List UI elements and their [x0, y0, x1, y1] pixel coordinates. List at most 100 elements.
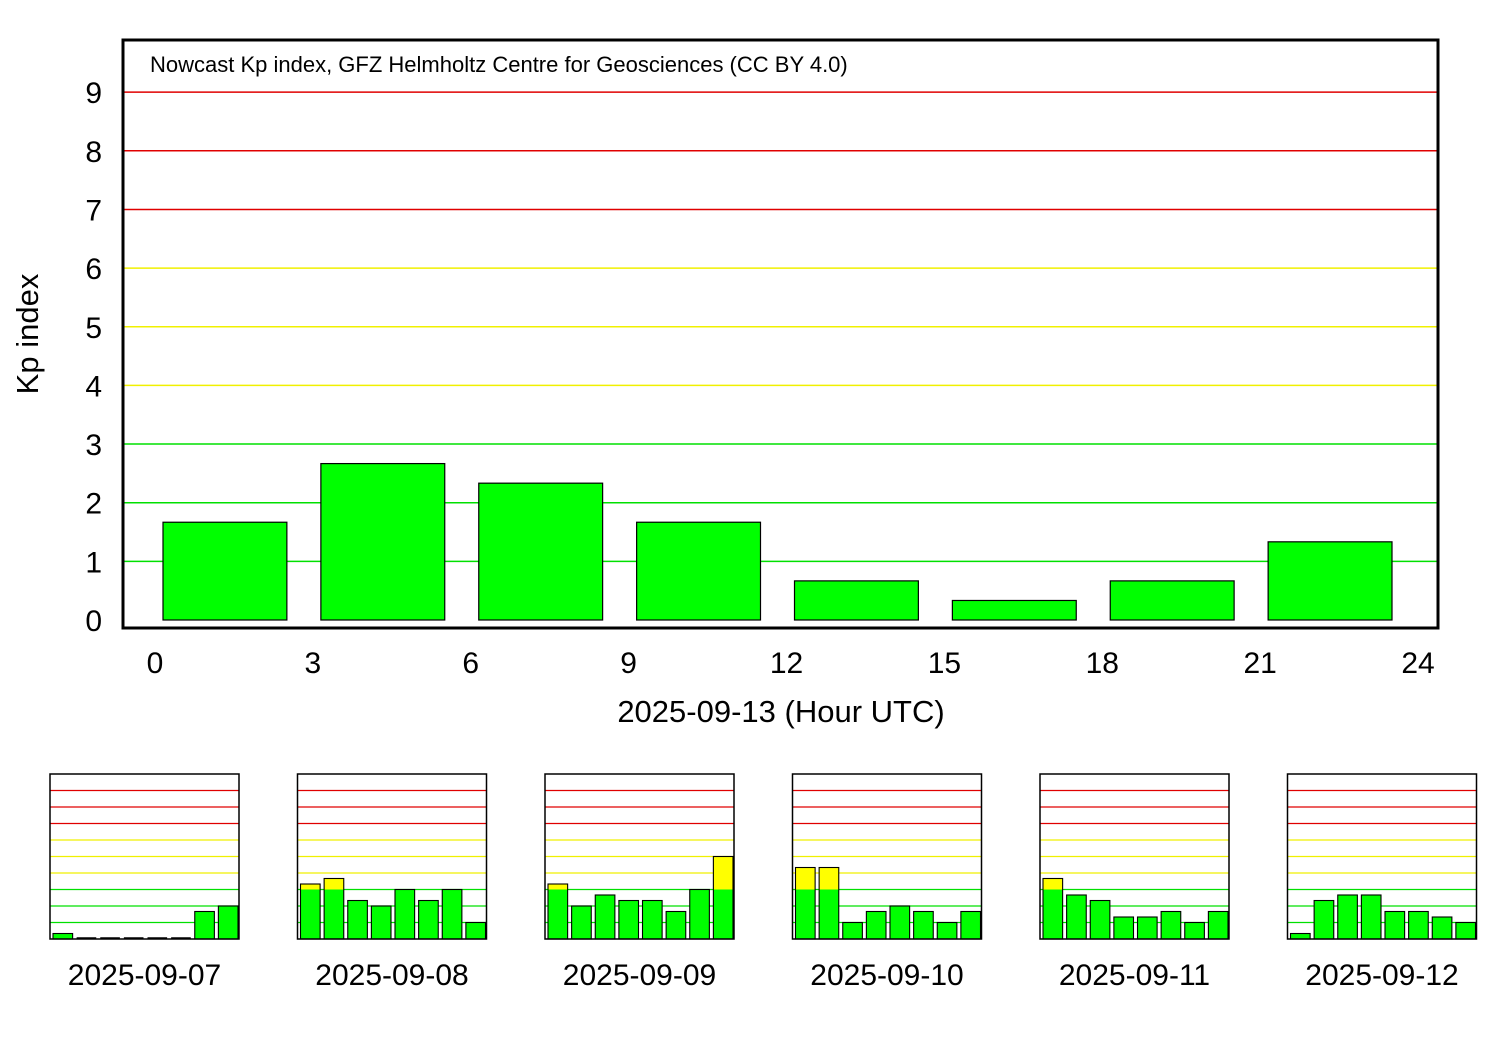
mini-bar-9h	[618, 899, 640, 940]
mini-date-label: 2025-09-10	[810, 959, 963, 992]
y-tick-label-8: 8	[85, 136, 102, 169]
x-tick-label-15: 15	[928, 647, 961, 680]
mini-bar-18h	[441, 888, 463, 940]
mini-bar-6h	[347, 899, 368, 940]
mini-bar-21h	[1207, 910, 1229, 940]
mini-bar-21h	[217, 905, 239, 940]
mini-bar-6h	[594, 894, 616, 940]
mini-bar-21h	[1455, 921, 1477, 940]
x-tick-label-0: 0	[147, 647, 164, 680]
mini-bar-9h	[370, 905, 392, 940]
mini-frame	[296, 773, 488, 940]
mini-bar-3h	[323, 877, 345, 940]
y-tick-label-9: 9	[85, 77, 102, 110]
mini-bar-0h	[52, 932, 74, 940]
x-tick-label-21: 21	[1243, 647, 1276, 680]
mini-bar-15h	[418, 899, 439, 940]
mini-bar-9h	[1113, 916, 1135, 940]
mini-bar-15h	[1160, 910, 1182, 940]
y-tick-label-1: 1	[85, 546, 102, 579]
y-tick-label-2: 2	[85, 488, 102, 521]
mini-bar-0h	[1289, 932, 1311, 940]
kp-bar-21-24	[1267, 541, 1393, 621]
mini-bar-3h	[1313, 899, 1335, 940]
y-axis-label: Kp index	[10, 273, 45, 394]
kp-bar-0-3	[162, 521, 288, 621]
x-axis-label: 2025-09-13 (Hour UTC)	[617, 694, 944, 729]
y-tick-label-3: 3	[85, 429, 102, 462]
main-plot-frame	[121, 38, 1440, 630]
mini-date-label: 2025-09-09	[563, 959, 716, 992]
kp-bar-12-15	[793, 580, 919, 621]
y-tick-label-0: 0	[85, 605, 102, 638]
mini-bar-15h	[1408, 910, 1429, 940]
mini-bar-0h	[299, 883, 321, 940]
y-tick-label-5: 5	[85, 312, 102, 345]
mini-chart-2025-09-07: 2025-09-07	[49, 773, 240, 992]
mini-bar-15h	[665, 910, 687, 940]
mini-bar-0h	[547, 883, 569, 940]
mini-bar-9h	[865, 910, 887, 940]
mini-bar-6h	[842, 921, 863, 940]
main-gridlines	[123, 91, 1438, 563]
mini-date-label: 2025-09-08	[315, 959, 468, 992]
mini-bar-21h	[960, 910, 982, 940]
kp-bar-9-12	[636, 521, 762, 621]
kp-bar-3-6	[320, 462, 446, 621]
mini-bar-0h	[794, 866, 816, 940]
x-tick-label-24: 24	[1401, 647, 1434, 680]
mini-frame	[49, 773, 240, 940]
mini-bar-3h	[1066, 894, 1087, 940]
mini-bar-21h	[712, 855, 734, 940]
mini-frame	[1286, 773, 1478, 940]
mini-frame	[1039, 773, 1230, 940]
y-tick-label-7: 7	[85, 194, 102, 227]
mini-bar-18h	[1431, 916, 1453, 940]
mini-bar-21h	[465, 921, 487, 940]
mini-bar-18h	[689, 888, 710, 940]
mini-bar-3h	[818, 866, 840, 940]
kp-bar-15-18	[951, 599, 1077, 621]
mini-bar-12h	[641, 899, 663, 940]
y-tick-label-4: 4	[85, 370, 102, 403]
x-axis-ticks: 0 3 6 9 12 15 18 21 24	[147, 647, 1435, 680]
mini-bar-18h	[194, 910, 215, 940]
main-bars	[162, 462, 1393, 621]
mini-date-label: 2025-09-07	[68, 959, 221, 992]
mini-bar-12h	[1136, 916, 1158, 940]
mini-frame	[544, 773, 735, 940]
x-tick-label-12: 12	[770, 647, 803, 680]
kp-bar-6-9	[478, 482, 604, 621]
mini-frame	[791, 773, 983, 940]
mini-bar-15h	[913, 910, 934, 940]
mini-chart-2025-09-12: 2025-09-12	[1286, 773, 1478, 992]
mini-date-label: 2025-09-12	[1305, 959, 1458, 992]
mini-bar-12h	[889, 905, 911, 940]
y-tick-label-6: 6	[85, 253, 102, 286]
mini-bar-18h	[1184, 921, 1205, 940]
mini-bar-12h	[394, 888, 416, 940]
mini-chart-2025-09-09: 2025-09-09	[544, 773, 735, 992]
mini-bar-0h	[1042, 877, 1064, 940]
main-kp-chart: Nowcast Kp index, GFZ Helmholtz Centre f…	[10, 38, 1440, 729]
mini-date-label: 2025-09-11	[1059, 959, 1210, 992]
mini-bar-6h	[1089, 899, 1111, 940]
chart-annotation: Nowcast Kp index, GFZ Helmholtz Centre f…	[150, 52, 848, 77]
mini-bar-12h	[1384, 910, 1406, 940]
y-axis-ticks: 0 1 2 3 4 5 6 7 8 9	[85, 77, 102, 638]
mini-bar-18h	[936, 921, 958, 940]
x-tick-label-3: 3	[305, 647, 322, 680]
mini-chart-2025-09-11: 2025-09-11	[1039, 773, 1230, 992]
mini-bar-6h	[1337, 894, 1358, 940]
x-tick-label-6: 6	[462, 647, 479, 680]
mini-bar-9h	[1360, 894, 1382, 940]
x-tick-label-18: 18	[1086, 647, 1119, 680]
previous-days-charts: 2025-09-07 2025-09-08 2025-09-09 2025-09-10…	[49, 773, 1478, 992]
kp-bar-18-21	[1109, 580, 1235, 621]
x-tick-label-9: 9	[620, 647, 637, 680]
mini-bar-3h	[571, 905, 592, 940]
mini-chart-2025-09-08: 2025-09-08	[296, 773, 488, 992]
mini-chart-2025-09-10: 2025-09-10	[791, 773, 983, 992]
